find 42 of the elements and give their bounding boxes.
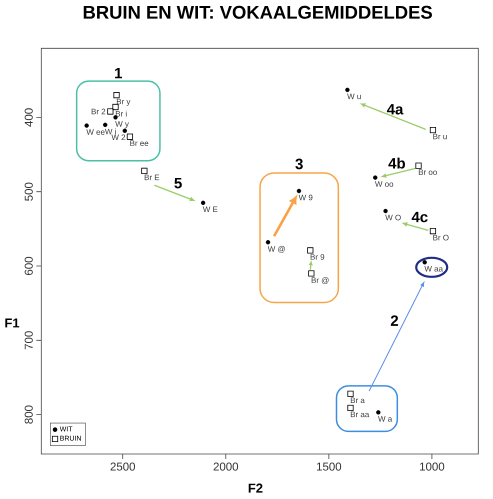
x-tick-label: 1000 (420, 462, 444, 471)
y-tick-label: 700 (24, 331, 33, 350)
point (415, 162, 422, 169)
point (266, 240, 270, 244)
point (107, 108, 114, 115)
x-axis-title: F2 (248, 484, 262, 493)
point (308, 270, 314, 277)
point (126, 134, 134, 140)
point (422, 260, 427, 264)
point (84, 123, 89, 128)
point (345, 88, 350, 92)
y-tick-label: 500 (24, 182, 33, 201)
point (347, 390, 354, 397)
annotation: 4c (412, 212, 428, 222)
x-tick-label: 2500 (110, 462, 136, 471)
annotation: 3 (295, 158, 303, 170)
point (430, 228, 436, 234)
y-tick-label: 800 (24, 406, 33, 424)
point (141, 168, 148, 174)
chart-title: BRUIN EN WIT: VOKAALGEMIDDELDES (84, 6, 432, 19)
y-tick-label: 400 (24, 108, 33, 127)
point (200, 200, 206, 206)
point (347, 404, 354, 412)
point (296, 188, 302, 194)
y-tick-label: 600 (24, 256, 33, 275)
x-tick-label: 2000 (214, 462, 238, 471)
point (113, 92, 120, 98)
point (373, 175, 378, 180)
y-axis-title: F1 (5, 318, 20, 328)
point (376, 410, 381, 415)
point (112, 104, 119, 110)
point (307, 247, 314, 254)
annotation: 5 (174, 178, 182, 188)
point (122, 128, 127, 133)
annotation: 4b (388, 158, 405, 169)
point (383, 208, 388, 214)
annotation: 2 (390, 315, 398, 326)
annotation: 4a (386, 104, 404, 114)
point (102, 122, 108, 128)
x-tick-label: 1500 (316, 462, 342, 471)
annotation: 1 (115, 68, 122, 78)
point (430, 126, 436, 134)
